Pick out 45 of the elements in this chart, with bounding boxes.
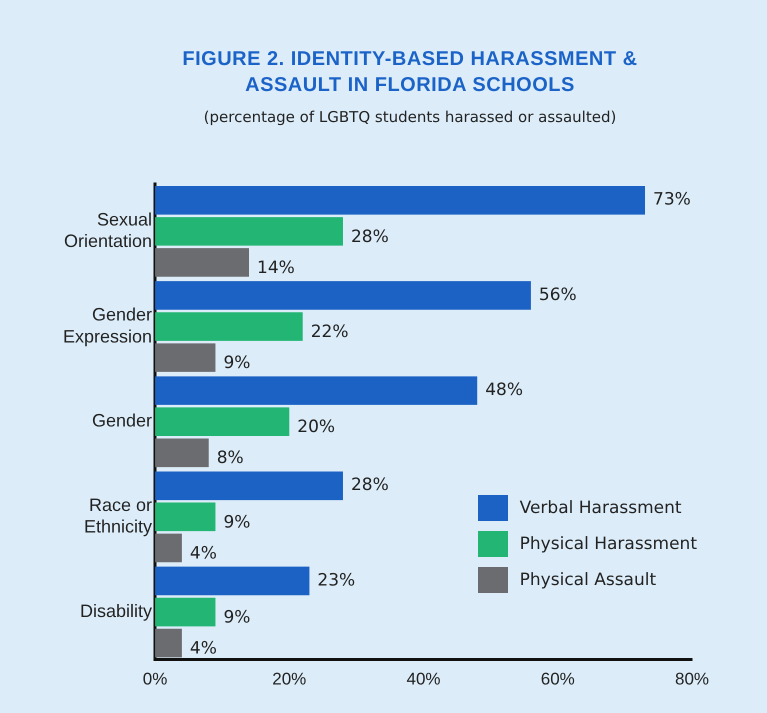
chart-title: FIGURE 2. IDENTITY-BASED HARASSMENT & ASSAULT IN FLORIDA SCHOOLS	[181, 47, 639, 98]
y-tick-label: Disability	[80, 600, 152, 621]
data-label: 56%	[538, 284, 577, 305]
bar	[155, 343, 216, 372]
data-label: 8%	[216, 448, 244, 468]
legend-label: Verbal Harassment	[520, 498, 682, 518]
bar	[155, 566, 310, 596]
data-label: 4%	[190, 543, 217, 564]
x-tick-label: 20%	[272, 669, 306, 688]
x-tick-label: 80%	[674, 669, 710, 688]
bar	[155, 471, 343, 500]
y-tick-label: Sexual Orientation	[64, 210, 152, 252]
bar	[155, 186, 646, 215]
y-tick-label: Gender Expression	[62, 304, 152, 346]
data-label: 28%	[350, 226, 389, 247]
data-label: 22%	[310, 322, 348, 342]
bar	[155, 248, 250, 277]
legend-label: Physical Assault	[520, 570, 656, 590]
data-label: 9%	[223, 607, 250, 628]
bar	[155, 217, 343, 246]
data-label: 9%	[223, 512, 250, 532]
data-label: 9%	[223, 353, 250, 374]
bar	[155, 438, 209, 468]
legend-label: Physical Harassment	[520, 534, 697, 554]
data-label: 73%	[653, 190, 691, 210]
x-tick-label: 60%	[540, 669, 575, 688]
bar	[155, 502, 216, 532]
bar	[155, 376, 478, 405]
bar	[155, 628, 182, 658]
data-label: 23%	[317, 570, 356, 590]
bar	[155, 407, 290, 436]
bar	[155, 281, 531, 310]
data-label: 28%	[350, 475, 389, 496]
bar	[155, 312, 303, 341]
y-tick-label: Race or Ethnicity	[84, 495, 152, 537]
chart-subtitle: (percentage of LGBTQ students harassed or assaulted)	[202, 108, 618, 126]
data-label: 20%	[297, 417, 336, 438]
bar	[155, 598, 216, 626]
bar	[155, 534, 182, 562]
x-tick-label: 0%	[142, 669, 168, 688]
data-label: 14%	[257, 258, 295, 278]
data-label: 48%	[485, 380, 524, 400]
y-tick-label: Gender	[92, 410, 152, 431]
data-label: 4%	[190, 638, 217, 659]
x-tick-label: 40%	[406, 669, 441, 688]
